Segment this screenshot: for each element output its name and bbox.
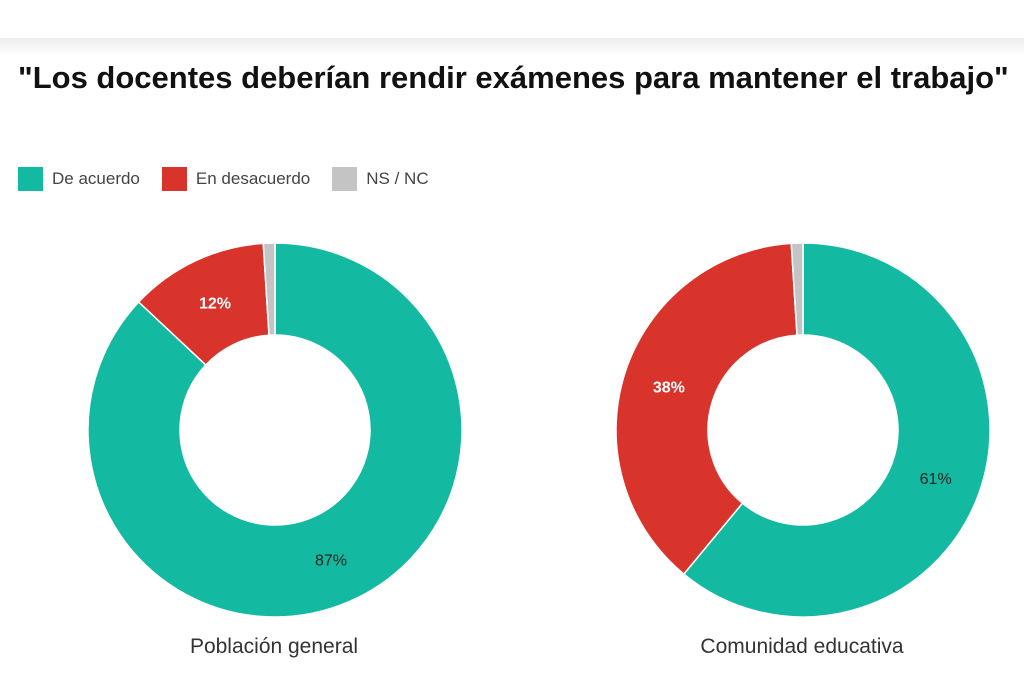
data-label: 12%	[199, 295, 231, 312]
donut-slice-de-acuerdo	[682, 242, 991, 618]
donut-slice-de-acuerdo	[87, 242, 463, 618]
data-label: 87%	[315, 552, 347, 569]
donut-slice-ns-nc	[262, 242, 276, 336]
chart-label-comunidad-educativa: Comunidad educativa	[700, 635, 904, 658]
legend-item-de-acuerdo: De acuerdo	[18, 167, 140, 191]
legend-label: NS / NC	[366, 169, 429, 188]
legend-label: De acuerdo	[52, 169, 140, 188]
legend-item-ns-nc: NS / NC	[332, 167, 429, 191]
legend: De acuerdo En desacuerdo NS / NC	[18, 167, 429, 191]
legend-item-en-desacuerdo: En desacuerdo	[161, 167, 311, 191]
legend-swatch	[18, 167, 43, 191]
donut-slice-ns-nc	[790, 242, 804, 336]
legend-swatch	[161, 167, 187, 191]
donut-slice-en-desacuerdo	[615, 242, 798, 576]
chart-title: "Los docentes deberían rendir exámenes p…	[18, 60, 1009, 95]
data-label: 61%	[920, 471, 952, 488]
data-label: 38%	[653, 379, 685, 396]
legend-swatch	[332, 167, 358, 191]
header-shadow	[0, 38, 1024, 56]
top-bar	[0, 0, 1024, 38]
chart-label-poblacion-general: Población general	[189, 635, 359, 658]
legend-label: En desacuerdo	[195, 169, 311, 188]
